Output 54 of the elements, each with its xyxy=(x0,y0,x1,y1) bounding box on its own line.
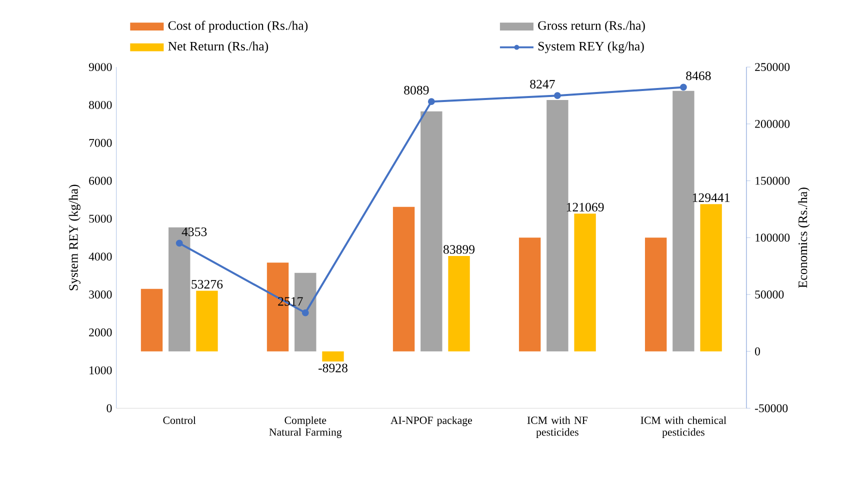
y2-tick-label: 150000 xyxy=(756,176,790,185)
y2-tick-label: 250000 xyxy=(755,62,790,71)
legend-label: System REY (kg/ha) xyxy=(538,41,644,54)
y2-tick-label: 100000 xyxy=(756,234,790,242)
y-tick-label: 3000 xyxy=(89,290,112,298)
point xyxy=(680,84,687,91)
y-tick-label: 0 xyxy=(106,404,112,412)
y-tick-label: 5000 xyxy=(89,214,112,223)
y2-axis-title: Economics (Rs./ha) xyxy=(798,188,810,288)
y2-tick-label: 200000 xyxy=(755,120,790,128)
y-tick-label: 8000 xyxy=(89,100,112,109)
data-label: 129441 xyxy=(692,193,730,202)
data-label: 53276 xyxy=(192,280,223,288)
x-tick-label: ICM with NF pesticides xyxy=(527,416,588,438)
point xyxy=(302,309,309,316)
y-tick-label: 2000 xyxy=(89,328,112,336)
point xyxy=(176,240,183,247)
bar xyxy=(644,238,667,352)
y-tick-label: 1000 xyxy=(90,366,112,374)
y2-tick-label: 0 xyxy=(754,347,760,356)
bar xyxy=(420,111,442,352)
y-tick-label: 4000 xyxy=(88,252,112,260)
x-tick-label: Complete Natural Farming xyxy=(269,416,342,438)
data-label: -8928 xyxy=(318,364,348,372)
bar xyxy=(392,206,415,352)
data-label: 8089 xyxy=(404,86,429,94)
bar xyxy=(700,204,722,352)
bar xyxy=(518,238,541,352)
legend-label: Gross return (Rs./ha) xyxy=(538,20,645,32)
data-label: 8247 xyxy=(530,80,555,88)
data-label: 121069 xyxy=(566,202,604,212)
legend-label: Cost of production (Rs./ha) xyxy=(168,20,308,32)
point xyxy=(428,98,435,105)
y2-tick-label: 50000 xyxy=(755,290,784,298)
point xyxy=(554,92,561,99)
data-label: 4353 xyxy=(182,227,207,236)
y-axis-title: System REY (kg/ha) xyxy=(68,184,80,290)
x-tick-label: Control xyxy=(163,416,196,424)
data-label: 83899 xyxy=(443,245,475,254)
legend-label: Net Return (Rs./ha) xyxy=(168,41,268,54)
bar xyxy=(546,100,568,352)
y-tick-label: 6000 xyxy=(89,176,112,185)
bar xyxy=(196,290,218,352)
y-tick-label: 7000 xyxy=(89,138,112,147)
data-label: 8468 xyxy=(686,71,711,80)
bar xyxy=(322,351,344,362)
y-tick-label: 9000 xyxy=(88,62,112,71)
y2-tick-label: -50000 xyxy=(754,404,788,412)
bar xyxy=(448,256,470,352)
bar xyxy=(672,90,694,352)
x-tick-label: ICM with chemical pesticides xyxy=(640,416,726,438)
bar xyxy=(574,214,596,352)
bar xyxy=(140,288,163,352)
x-tick-label: AI-NPOF package xyxy=(390,416,472,426)
